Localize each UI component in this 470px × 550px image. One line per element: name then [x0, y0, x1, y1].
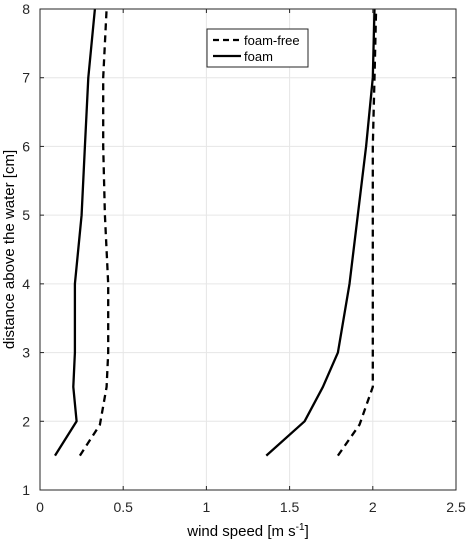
plot-border — [39, 8, 457, 491]
series-line-foam — [265, 8, 376, 457]
legend: foam-free foam — [206, 28, 309, 68]
y-tick-label: 7 — [22, 70, 30, 86]
series-line-foam-free — [336, 8, 378, 457]
x-tick-label: 1 — [203, 499, 211, 515]
series-group — [54, 8, 378, 457]
legend-label-foam: foam — [244, 49, 273, 64]
y-tick-label: 1 — [22, 482, 30, 498]
legend-box — [206, 28, 309, 68]
series-line-foam — [54, 8, 97, 457]
x-tick-label: 1.5 — [280, 499, 300, 515]
y-tick-label: 8 — [22, 1, 30, 17]
series-line-foam-free — [78, 8, 110, 457]
y-tick-label: 4 — [22, 276, 30, 292]
y-tick-label: 5 — [22, 207, 30, 223]
x-axis-title-close: ] — [305, 523, 309, 540]
y-tick-label: 2 — [22, 413, 30, 429]
y-axis-title: distance above the water [cm] — [1, 150, 18, 349]
y-tick-label: 3 — [22, 345, 30, 361]
x-axis-title: wind speed [m s-1] — [186, 522, 308, 540]
x-tick-label: 0.5 — [113, 499, 133, 515]
ticks: 0 0.5 1 1.5 2 2.5 1 2 3 4 5 6 7 8 — [22, 1, 466, 515]
x-tick-label: 0 — [36, 499, 44, 515]
x-tick-label: 2.5 — [446, 499, 466, 515]
x-axis-title-main: wind speed [m s — [186, 523, 295, 540]
y-tick-label: 6 — [22, 138, 30, 154]
x-axis-title-superscript: -1 — [296, 522, 305, 533]
x-tick-label: 2 — [369, 499, 377, 515]
legend-label-foam-free: foam-free — [244, 33, 300, 48]
